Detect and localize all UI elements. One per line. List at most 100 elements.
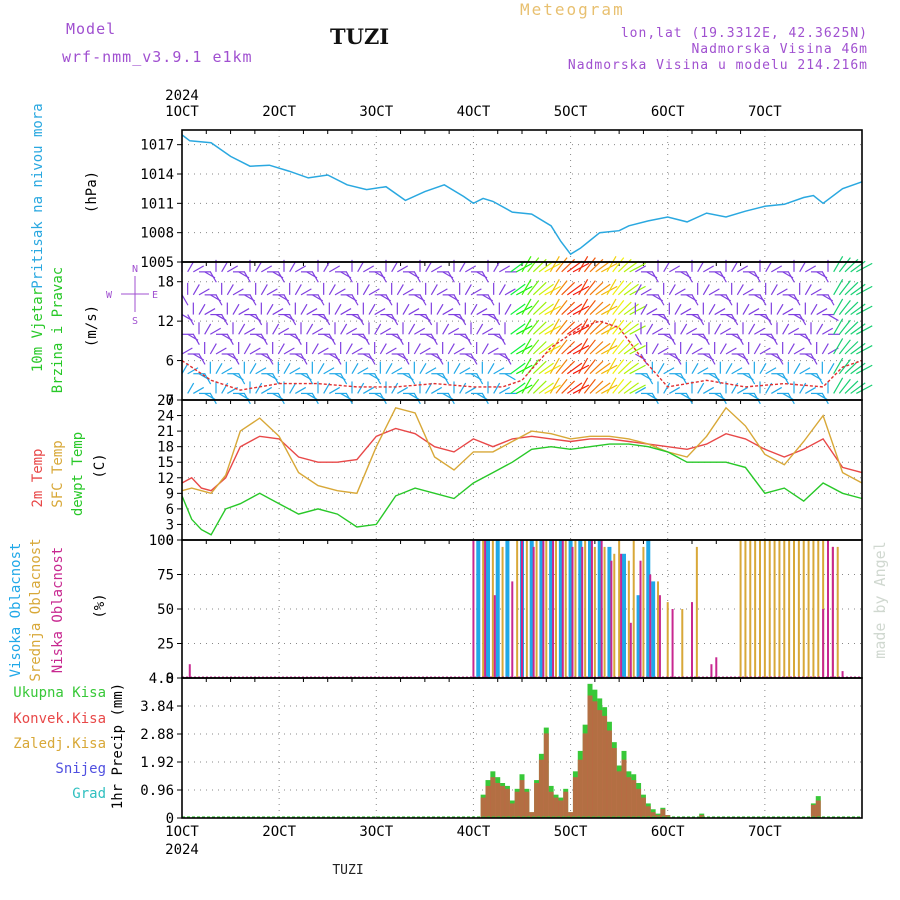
wind-barb <box>821 393 829 405</box>
wind-barb <box>487 347 499 355</box>
wind-barb <box>532 301 547 316</box>
wind-barb <box>447 343 455 355</box>
wind-barb <box>357 261 365 273</box>
cloud-mid-bar <box>632 540 635 678</box>
wind-barb <box>748 373 756 385</box>
wind-barb <box>391 367 403 375</box>
wind-barb <box>329 386 341 394</box>
wind-barb <box>283 363 291 375</box>
pressure-axis-label: Pritisak na nivou mora <box>30 103 46 288</box>
cloud-mid-bar <box>627 560 630 678</box>
wind-barb <box>187 261 195 273</box>
compass-n: N <box>132 264 138 275</box>
cloud-mid-bar <box>525 540 528 678</box>
wind-barb <box>617 360 632 375</box>
wind-barb <box>821 271 829 283</box>
wind-barb <box>578 278 589 296</box>
wind-barb <box>300 303 308 315</box>
precip-conv-bar <box>616 771 622 818</box>
cloud-high-bar <box>539 540 544 678</box>
wind-barb <box>595 362 611 375</box>
cloud-high-bar <box>646 540 651 678</box>
cloud-mid-bar <box>491 540 494 678</box>
wind-barb <box>799 367 811 375</box>
wind-barb <box>629 305 646 316</box>
wind-barb <box>612 319 625 335</box>
cloud-mid-bar <box>759 540 761 678</box>
wind-barb <box>510 303 526 316</box>
wind-barb <box>583 319 596 335</box>
wind-barb <box>827 294 835 306</box>
wind-barb <box>289 382 297 394</box>
wind-barb <box>776 288 788 296</box>
wind-barb <box>470 288 482 296</box>
wind-barb <box>232 303 240 315</box>
wind-barb <box>397 386 409 394</box>
wind-barb <box>793 363 801 375</box>
precip-conv-bar <box>636 788 642 818</box>
wind-barb <box>408 308 420 316</box>
wind-barb <box>436 303 444 315</box>
wind-barb <box>368 303 376 315</box>
wind-barb <box>595 260 611 273</box>
wind-barb <box>623 260 639 273</box>
wind-barb <box>521 255 532 273</box>
cloud-mid-bar <box>618 540 621 678</box>
panel-frame <box>181 677 863 819</box>
wind-barb <box>532 281 547 296</box>
wind-unit-label: (m/s) <box>84 305 100 347</box>
wind-barb <box>725 347 737 355</box>
wind-barb <box>793 294 801 306</box>
wind-barb <box>181 294 189 306</box>
precip-conv-bar <box>582 733 588 818</box>
wind-barb <box>351 294 359 306</box>
wind-barb <box>243 393 251 405</box>
time-label-top: 1OCT <box>165 104 199 120</box>
wind-barb <box>623 382 639 394</box>
wind-barb <box>362 333 370 345</box>
wind-barb <box>838 319 851 335</box>
wind-barb <box>844 301 859 316</box>
wind-barb <box>459 367 471 375</box>
wind-barb <box>374 323 382 335</box>
wind-barb <box>504 353 512 365</box>
wind-barb <box>657 347 669 355</box>
wind-barb <box>850 323 866 335</box>
cloud-unit-label: (%) <box>92 593 108 618</box>
wind-barb <box>221 261 229 273</box>
wind-barb <box>719 271 727 283</box>
y-tick-label: 50 <box>157 602 174 618</box>
wind-barb <box>652 327 664 335</box>
wind-barb <box>646 373 654 385</box>
cloud-mid-bar <box>501 546 504 678</box>
wind-barb <box>549 255 560 273</box>
wind-barb <box>578 377 589 394</box>
wind-barb <box>538 342 554 355</box>
wind-barb <box>702 284 710 296</box>
wind-barb <box>674 288 686 296</box>
wind-barb <box>612 339 625 355</box>
wind-barb <box>606 377 617 394</box>
wind-barb <box>850 342 866 355</box>
wind-barb <box>272 308 284 316</box>
wind-barb <box>629 345 646 355</box>
wind-barb <box>770 333 778 345</box>
cloud-mid-axis-label: Srednja Oblacnost <box>28 538 44 681</box>
wind-barb <box>493 314 501 326</box>
wind-barb <box>736 333 744 345</box>
precip-conv-bar <box>558 800 564 818</box>
wind-barb <box>311 393 319 405</box>
precip-conv-bar <box>553 797 559 818</box>
wind-barb <box>555 378 568 394</box>
y-tick-label: 25 <box>157 637 174 653</box>
wind-barb <box>651 271 659 283</box>
wind-barb <box>527 300 540 315</box>
precip-conv-bar <box>577 759 583 818</box>
wind-barb <box>204 323 212 335</box>
y-tick-label: 12 <box>157 471 174 487</box>
compass-w: W <box>106 290 113 301</box>
wind-barb <box>737 265 749 273</box>
wind-barb <box>379 343 387 355</box>
cloud-mid-bar <box>768 540 771 678</box>
wind-barb <box>453 294 461 306</box>
